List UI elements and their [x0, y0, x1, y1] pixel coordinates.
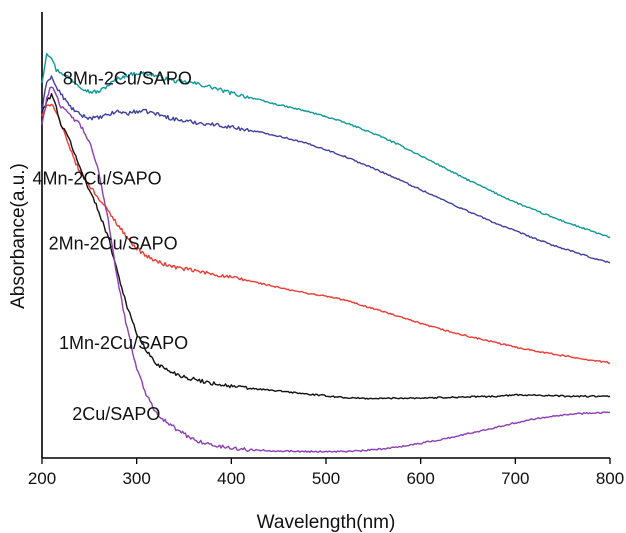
series-label-2mn-2cu-sapo: 2Mn-2Cu/SAPO	[49, 234, 178, 254]
series-group	[41, 52, 611, 453]
x-axis-title: Wavelength(nm)	[257, 512, 396, 533]
series-line-1mn-2cu-sapo	[41, 92, 611, 400]
series-label-2cu-sapo: 2Cu/SAPO	[72, 404, 160, 424]
series-label-4mn-2cu-sapo: 4Mn-2Cu/SAPO	[33, 168, 162, 188]
series-label-8mn-2cu-sapo: 8Mn-2Cu/SAPO	[63, 68, 192, 88]
series-line-2cu-sapo	[41, 86, 611, 453]
x-tick-label-500: 500	[312, 469, 340, 488]
x-tick-label-200: 200	[28, 469, 56, 488]
x-tick-label-800: 800	[596, 469, 624, 488]
series-line-2mn-2cu-sapo	[41, 103, 611, 364]
series-line-8mn-2cu-sapo	[41, 52, 611, 239]
series-line-4mn-2cu-sapo	[41, 75, 611, 264]
x-tick-label-400: 400	[217, 469, 245, 488]
x-ticks: 200 300 400 500 600 700 800	[28, 458, 624, 488]
series-labels: 8Mn-2Cu/SAPO 4Mn-2Cu/SAPO 2Mn-2Cu/SAPO 1Mn-…	[33, 68, 192, 424]
x-tick-label-600: 600	[406, 469, 434, 488]
series-label-1mn-2cu-sapo: 1Mn-2Cu/SAPO	[59, 333, 188, 353]
x-tick-label-700: 700	[501, 469, 529, 488]
y-axis-title: Absorbance(a.u.)	[8, 163, 29, 309]
x-tick-label-300: 300	[122, 469, 150, 488]
